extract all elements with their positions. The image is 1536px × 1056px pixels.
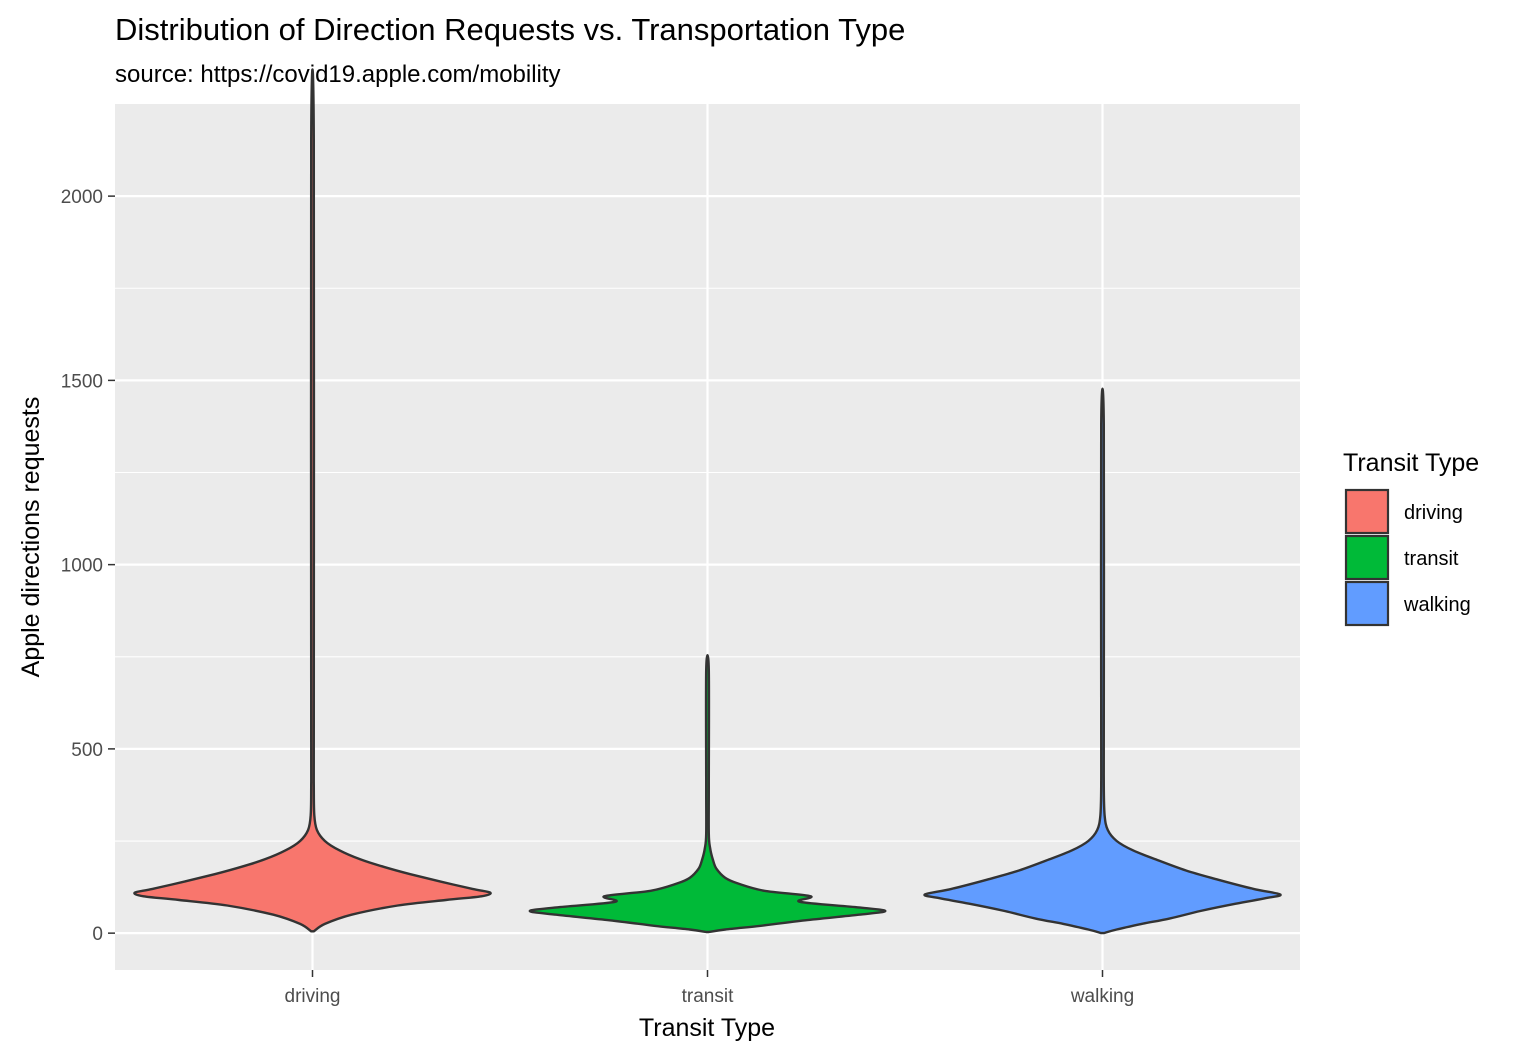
- y-axis-title: Apple directions requests: [17, 397, 45, 678]
- y-axis: 0 500 1000 1500 2000: [61, 187, 115, 945]
- violin-walking: [923, 387, 1282, 935]
- x-tick-label-driving: driving: [285, 986, 341, 1007]
- violin-driving: [133, 68, 492, 933]
- legend-key-walking: [1344, 580, 1390, 627]
- legend-key-transit: [1344, 534, 1390, 581]
- y-tick-label: 0: [92, 924, 103, 945]
- legend: Transit Type driving transit walking: [1343, 449, 1479, 627]
- y-tick-label: 2000: [61, 187, 103, 208]
- chart-subtitle: source: https://covid19.apple.com/mobili…: [115, 61, 561, 88]
- y-tick-label: 500: [71, 740, 103, 761]
- y-tick-label: 1500: [61, 371, 103, 392]
- legend-label-transit: transit: [1404, 548, 1459, 570]
- x-tick-label-walking: walking: [1070, 986, 1134, 1007]
- x-axis: driving transit walking: [285, 970, 1134, 1007]
- violin-transit: [528, 653, 887, 934]
- legend-label-walking: walking: [1403, 594, 1471, 616]
- chart-title: Distribution of Direction Requests vs. T…: [115, 12, 905, 47]
- legend-title: Transit Type: [1343, 449, 1479, 477]
- legend-key-driving: [1344, 488, 1390, 535]
- x-tick-label-transit: transit: [682, 986, 734, 1007]
- legend-label-driving: driving: [1404, 502, 1463, 524]
- violins: [133, 68, 1282, 935]
- x-axis-title: Transit Type: [639, 1014, 775, 1042]
- y-tick-label: 1000: [61, 556, 103, 577]
